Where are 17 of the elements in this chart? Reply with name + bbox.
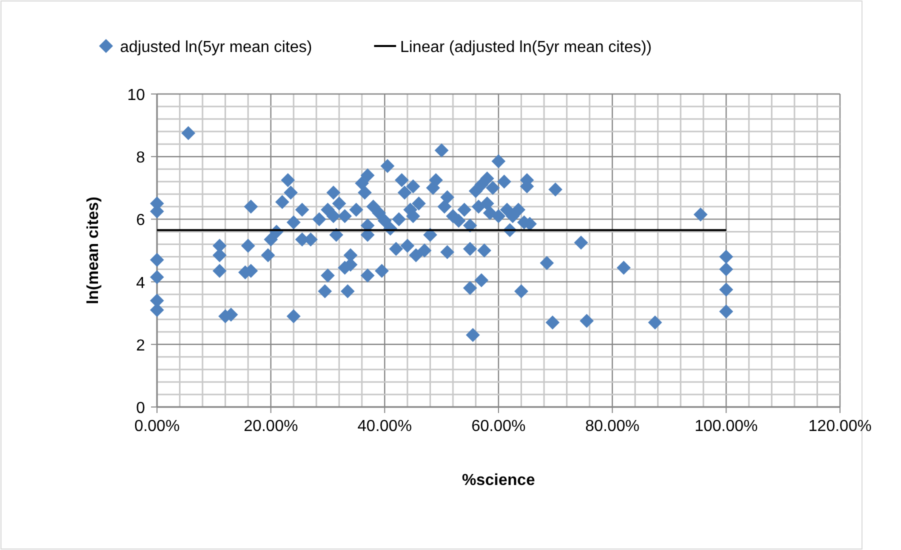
x-tick-label: 60.00% <box>471 418 526 435</box>
x-axis-title: %science <box>462 472 536 489</box>
x-tick-label: 120.00% <box>808 418 872 435</box>
y-tick-label: 6 <box>136 212 146 230</box>
x-tick-label: 20.00% <box>244 418 298 435</box>
legend-label: Linear (adjusted ln(5yr mean cites)) <box>400 39 652 56</box>
y-tick-label: 4 <box>136 274 146 292</box>
x-tick-label: 100.00% <box>694 418 758 435</box>
legend-label: adjusted ln(5yr mean cites) <box>120 39 312 56</box>
y-tick-label: 2 <box>136 337 146 354</box>
x-tick-label: 0.00% <box>134 418 180 435</box>
y-tick-label: 0 <box>136 400 146 417</box>
x-tick-label: 40.00% <box>358 418 412 435</box>
x-tick-label: 80.00% <box>585 418 640 435</box>
y-axis-title: ln(mean cites) <box>85 196 102 304</box>
y-tick-label: 8 <box>136 150 146 167</box>
y-tick-label: 10 <box>127 87 146 104</box>
